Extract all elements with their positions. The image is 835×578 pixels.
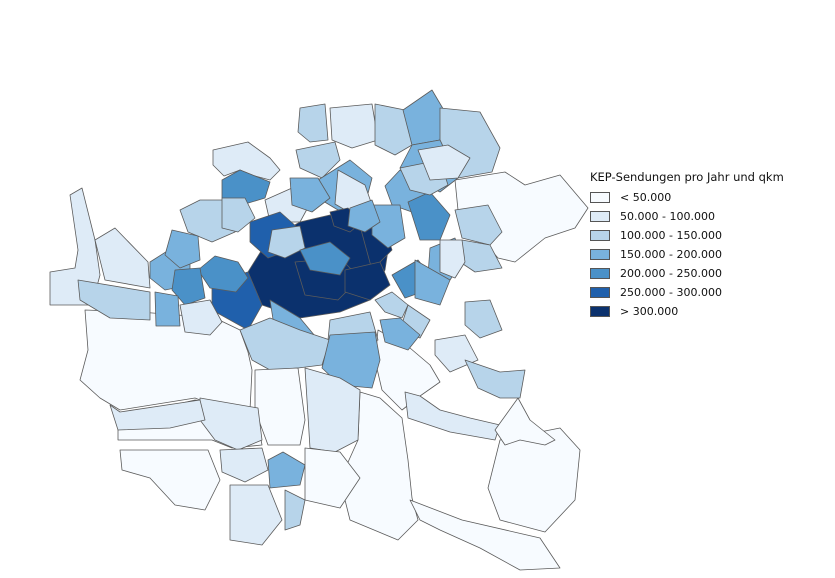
legend-label: 50.000 - 100.000 bbox=[620, 210, 715, 223]
district-area bbox=[321, 331, 381, 389]
district-area bbox=[295, 141, 341, 179]
legend-item: < 50.000 bbox=[590, 188, 784, 207]
legend-label: 250.000 - 300.000 bbox=[620, 286, 722, 299]
legend-swatch bbox=[590, 230, 610, 241]
district-area bbox=[379, 317, 421, 351]
district-area bbox=[171, 267, 206, 306]
district-area bbox=[254, 367, 306, 446]
district-area bbox=[344, 261, 391, 301]
district-area bbox=[284, 489, 306, 531]
district-area bbox=[297, 103, 329, 143]
district-area bbox=[374, 103, 413, 156]
district-area bbox=[212, 141, 281, 181]
district-area bbox=[464, 359, 526, 399]
district-area bbox=[239, 317, 331, 371]
district-area bbox=[267, 451, 306, 489]
legend-label: 100.000 - 150.000 bbox=[620, 229, 722, 242]
legend-item: 200.000 - 250.000 bbox=[590, 264, 784, 283]
legend-item: 100.000 - 150.000 bbox=[590, 226, 784, 245]
district-area bbox=[487, 427, 581, 533]
district-area bbox=[221, 197, 256, 233]
district-area bbox=[409, 499, 561, 571]
legend-item: > 300.000 bbox=[590, 302, 784, 321]
district-area bbox=[371, 204, 406, 249]
district-area bbox=[77, 279, 151, 321]
district-area bbox=[199, 397, 263, 451]
district-area bbox=[299, 241, 351, 276]
district-area bbox=[219, 447, 269, 483]
district-area bbox=[304, 447, 361, 509]
district-area bbox=[229, 484, 283, 546]
legend-swatch bbox=[590, 249, 610, 260]
legend-item: 150.000 - 200.000 bbox=[590, 245, 784, 264]
legend-item: 50.000 - 100.000 bbox=[590, 207, 784, 226]
district-area bbox=[407, 191, 451, 241]
district-area bbox=[439, 239, 466, 279]
district-area bbox=[404, 391, 501, 441]
district-area bbox=[49, 187, 101, 306]
legend-swatch bbox=[590, 306, 610, 317]
legend-swatch bbox=[590, 211, 610, 222]
district-area bbox=[374, 291, 409, 319]
district-area bbox=[154, 291, 181, 327]
legend-label: < 50.000 bbox=[620, 191, 672, 204]
district-area bbox=[119, 449, 221, 511]
legend-label: 150.000 - 200.000 bbox=[620, 248, 722, 261]
legend-swatch bbox=[590, 287, 610, 298]
legend-swatch bbox=[590, 268, 610, 279]
district-area bbox=[94, 227, 151, 289]
district-area bbox=[304, 367, 361, 453]
district-area bbox=[109, 399, 206, 431]
district-area bbox=[347, 199, 381, 233]
district-area bbox=[179, 299, 223, 336]
legend-title: KEP-Sendungen pro Jahr und qkm bbox=[590, 170, 784, 184]
district-area bbox=[164, 229, 201, 269]
district-area bbox=[494, 397, 556, 446]
district-area bbox=[197, 255, 249, 293]
district-layer bbox=[49, 89, 589, 571]
map-legend: KEP-Sendungen pro Jahr und qkm < 50.000 … bbox=[590, 170, 784, 321]
legend-label: 200.000 - 250.000 bbox=[620, 267, 722, 280]
district-area bbox=[464, 299, 503, 339]
district-area bbox=[417, 144, 471, 181]
legend-label: > 300.000 bbox=[620, 305, 679, 318]
district-area bbox=[289, 177, 331, 213]
district-area bbox=[267, 225, 306, 259]
district-area bbox=[414, 259, 451, 306]
legend-item: 250.000 - 300.000 bbox=[590, 283, 784, 302]
legend-swatch bbox=[590, 192, 610, 203]
district-area bbox=[329, 103, 379, 149]
district-area bbox=[454, 204, 503, 246]
